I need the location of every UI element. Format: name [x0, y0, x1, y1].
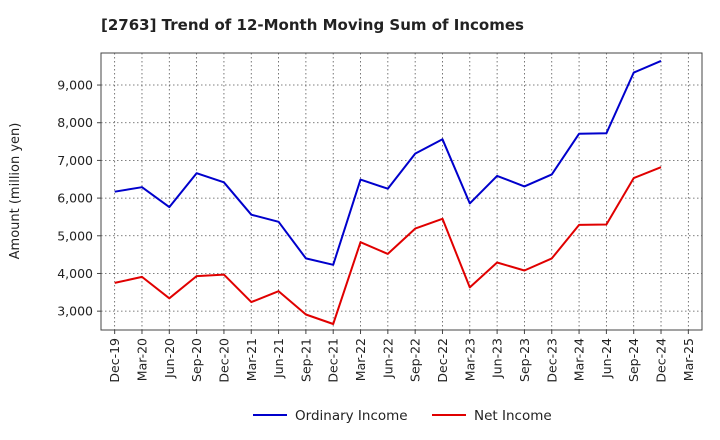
legend-label: Ordinary Income [295, 408, 408, 424]
y-tick-label: 5,000 [57, 228, 93, 243]
x-tick-label: Sep-22 [408, 338, 423, 382]
x-tick-label: Mar-23 [462, 338, 477, 381]
y-tick-label: 7,000 [57, 153, 93, 168]
x-tick-label: Jun-20 [162, 338, 177, 379]
series-lines [114, 59, 662, 325]
x-tick-label: Sep-21 [298, 338, 313, 382]
x-tick-label: Sep-24 [626, 338, 641, 382]
x-tick-label: Mar-24 [572, 338, 587, 381]
y-tick-label: 3,000 [57, 304, 93, 319]
x-tick-label: Jun-23 [490, 338, 505, 379]
x-tick-label: Mar-21 [244, 338, 259, 381]
x-tick-label: Mar-22 [353, 338, 368, 381]
x-tick-label: Sep-23 [517, 338, 532, 382]
y-axis-label: Amount (million yen) [8, 123, 23, 260]
x-tick-label: Jun-22 [380, 338, 395, 379]
x-tick-label: Dec-24 [654, 338, 669, 383]
x-tick-label: Jun-21 [271, 338, 286, 379]
y-tick-label: 9,000 [57, 78, 93, 93]
x-tick-label: Dec-19 [107, 338, 122, 383]
x-tick-label: Dec-20 [216, 338, 231, 383]
x-tick-label: Sep-20 [189, 338, 204, 382]
plot-area [100, 52, 703, 331]
x-tick-label: Dec-22 [435, 338, 450, 383]
x-tick-label: Dec-23 [544, 338, 559, 383]
x-tick-label: Mar-20 [134, 338, 149, 381]
x-tick-label: Mar-25 [681, 338, 696, 381]
series-line-ordinary-income [114, 59, 662, 266]
chart-title: [2763] Trend of 12-Month Moving Sum of I… [101, 16, 524, 34]
series-line-net-income [114, 166, 662, 325]
x-tick-label: Jun-24 [599, 338, 614, 379]
grid-lines [101, 53, 702, 330]
y-tick-label: 4,000 [57, 266, 93, 281]
x-axis-ticks: Dec-19 Mar-20 Jun-20 Sep-20 Dec-20 Mar-21 Jun-… [107, 330, 696, 383]
y-axis-ticks: 3,000 4,000 5,000 6,000 7,000 8,000 9,000 [57, 78, 101, 319]
x-tick-label: Dec-21 [326, 338, 341, 383]
legend: Ordinary Income Net Income [253, 408, 552, 424]
y-tick-label: 8,000 [57, 115, 93, 130]
y-tick-label: 6,000 [57, 191, 93, 206]
legend-label: Net Income [474, 408, 552, 424]
